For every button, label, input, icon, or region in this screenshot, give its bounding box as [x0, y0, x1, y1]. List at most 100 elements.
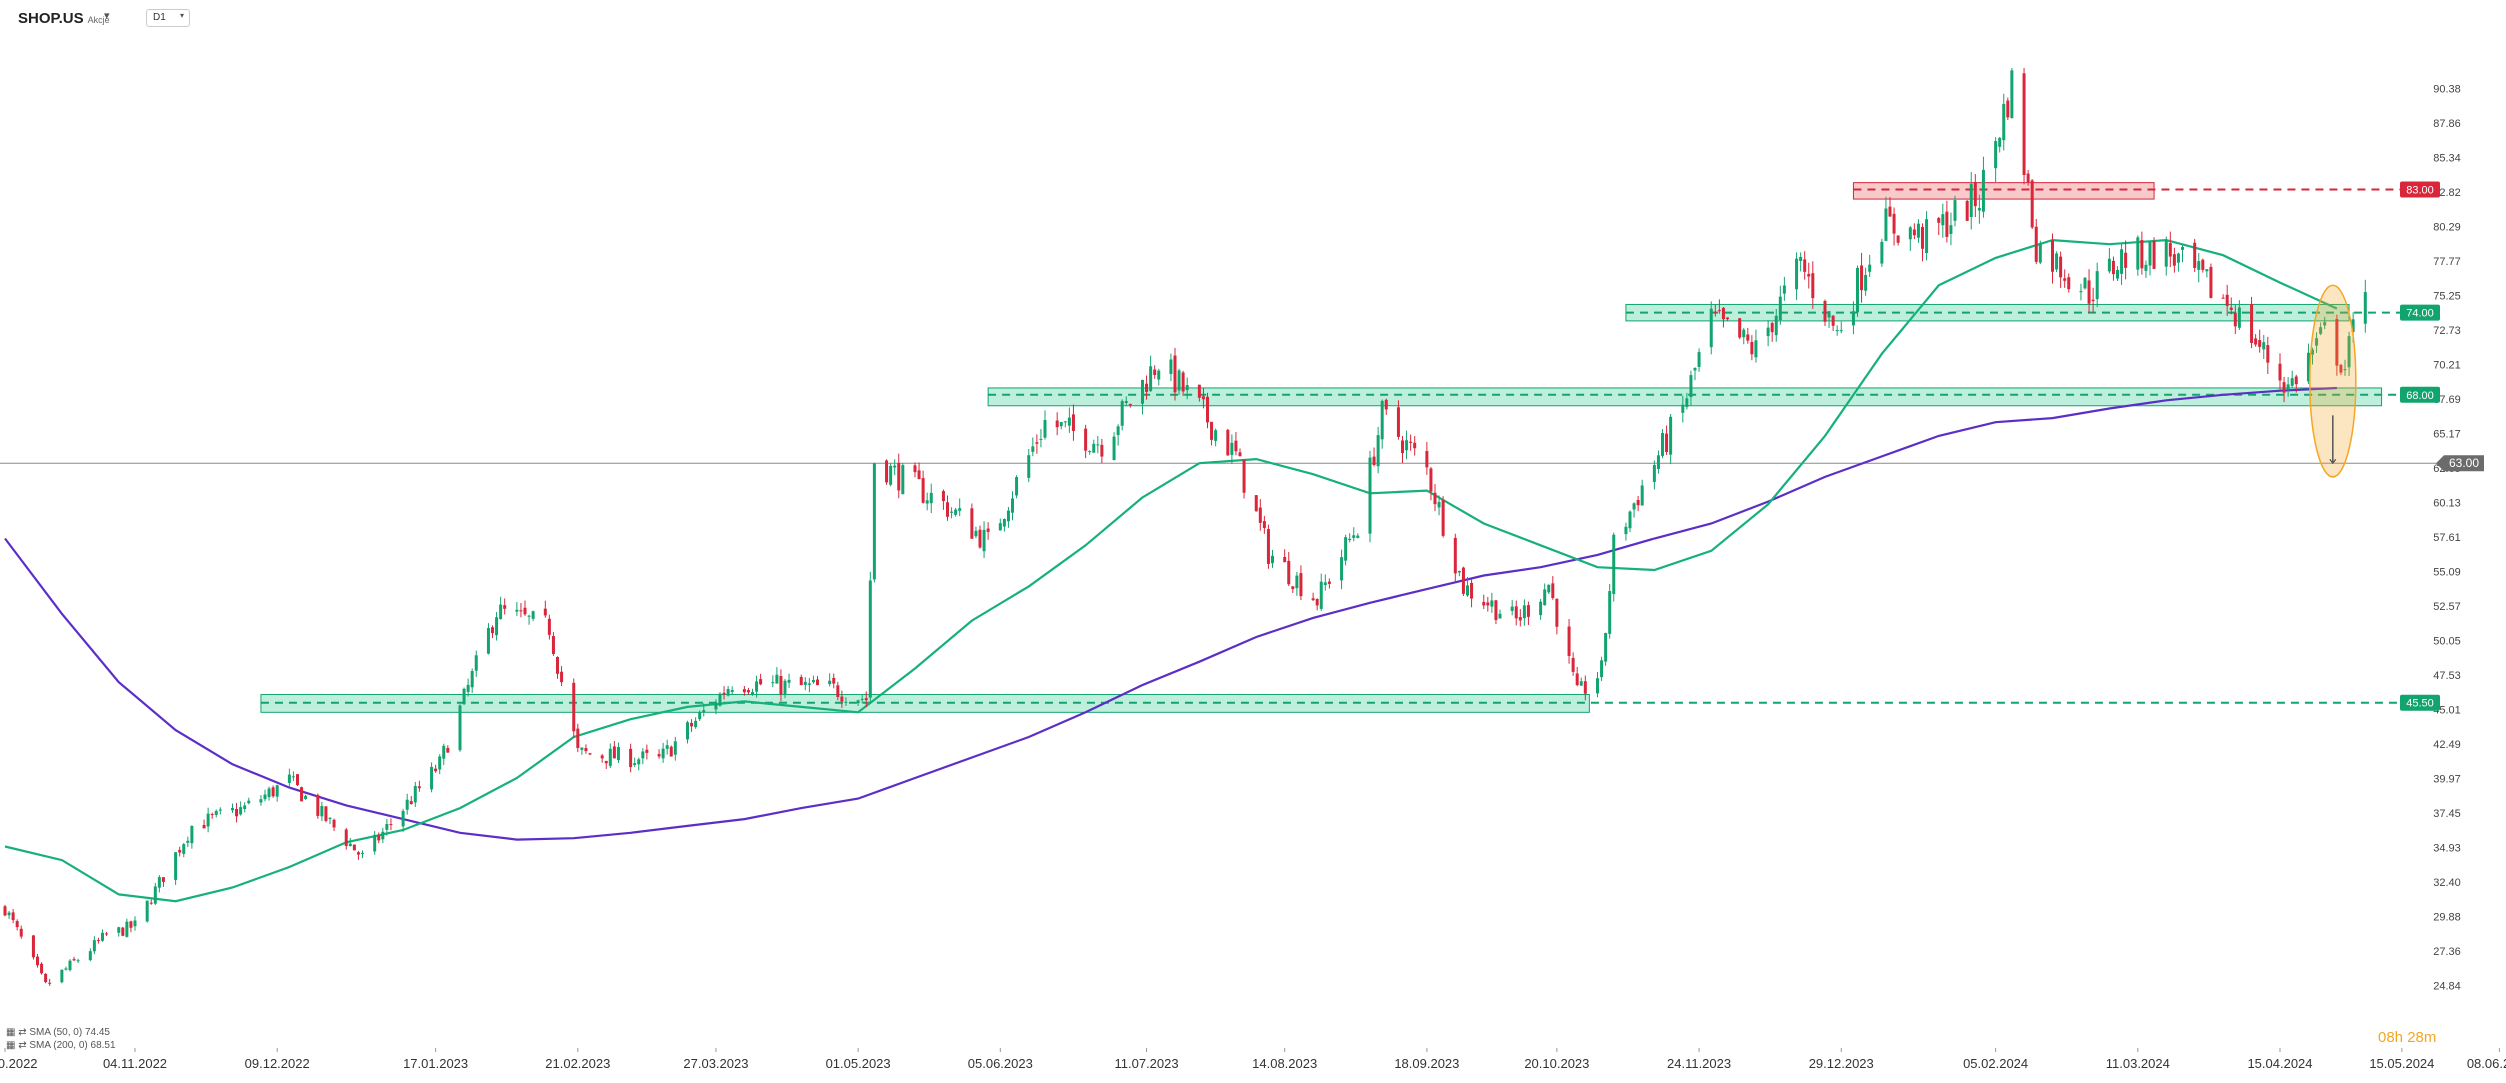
candle-body[interactable] [917, 470, 921, 480]
candle-body[interactable] [1543, 589, 1547, 606]
candle-body[interactable] [547, 618, 551, 635]
candle-body[interactable] [941, 491, 945, 502]
candle-body[interactable] [897, 462, 901, 491]
candle-body[interactable] [2002, 103, 2006, 141]
candle-body[interactable] [1453, 537, 1457, 574]
candle-body[interactable] [1636, 499, 1640, 506]
candle-body[interactable] [48, 982, 52, 984]
candle-body[interactable] [1624, 526, 1628, 535]
candle-body[interactable] [2315, 338, 2319, 346]
candle-body[interactable] [1681, 404, 1685, 413]
candle-body[interactable] [2010, 70, 2014, 119]
candle-body[interactable] [474, 655, 478, 671]
candle-body[interactable] [1746, 334, 1750, 341]
candle-body[interactable] [2262, 342, 2266, 350]
symbol-dropdown-chevron-icon[interactable]: ▾ [104, 10, 110, 22]
candle-body[interactable] [214, 810, 218, 815]
candle-body[interactable] [1344, 537, 1348, 561]
candle-body[interactable] [2335, 319, 2339, 366]
candle-body[interactable] [2294, 376, 2298, 385]
candle-body[interactable] [320, 805, 324, 817]
candle-body[interactable] [218, 809, 222, 811]
candle-body[interactable] [1916, 223, 1920, 238]
candle-body[interactable] [64, 968, 68, 970]
candle-body[interactable] [1628, 511, 1632, 529]
candle-body[interactable] [775, 674, 779, 684]
candle-body[interactable] [1384, 399, 1388, 410]
candle-body[interactable] [1965, 200, 1969, 221]
candle-body[interactable] [157, 877, 161, 888]
candle-body[interactable] [889, 465, 893, 485]
candle-body[interactable] [259, 799, 263, 803]
candle-body[interactable] [1921, 226, 1924, 249]
candle-body[interactable] [2087, 280, 2091, 304]
candle-body[interactable] [462, 688, 466, 705]
candle-body[interactable] [637, 759, 641, 765]
candle-body[interactable] [1896, 235, 1900, 243]
candle-body[interactable] [60, 969, 64, 983]
candle-body[interactable] [231, 808, 234, 811]
candle-body[interactable] [2124, 252, 2128, 268]
candle-body[interactable] [271, 787, 275, 797]
candle-body[interactable] [1697, 352, 1701, 367]
candle-body[interactable] [1409, 441, 1413, 443]
candle-body[interactable] [1315, 598, 1319, 606]
candle-body[interactable] [206, 813, 210, 827]
candle-body[interactable] [1669, 416, 1673, 455]
candle-body[interactable] [296, 774, 299, 786]
candle-body[interactable] [1912, 229, 1916, 236]
candle-body[interactable] [1006, 510, 1010, 522]
candle-body[interactable] [101, 932, 104, 941]
candle-body[interactable] [1295, 575, 1299, 589]
candle-body[interactable] [1214, 430, 1218, 441]
candle-body[interactable] [714, 703, 718, 710]
candle-body[interactable] [690, 722, 694, 727]
candle-body[interactable] [1027, 455, 1031, 478]
candle-body[interactable] [1429, 468, 1433, 492]
candle-body[interactable] [1494, 600, 1498, 621]
candle-body[interactable] [1738, 318, 1742, 338]
candle-body[interactable] [1860, 265, 1864, 291]
candle-body[interactable] [1880, 241, 1884, 264]
candle-body[interactable] [702, 710, 706, 713]
candle-body[interactable] [2254, 338, 2258, 345]
candle-body[interactable] [2079, 291, 2083, 293]
candle-body[interactable] [661, 748, 665, 759]
candle-body[interactable] [202, 825, 206, 829]
candle-body[interactable] [470, 671, 474, 688]
candle-body[interactable] [1941, 214, 1945, 226]
candle-body[interactable] [2055, 253, 2059, 270]
candle-body[interactable] [844, 701, 848, 703]
candle-body[interactable] [921, 478, 925, 503]
candle-body[interactable] [584, 748, 588, 752]
candle-body[interactable] [1096, 444, 1100, 446]
candle-body[interactable] [2343, 369, 2347, 371]
candle-body[interactable] [560, 671, 564, 683]
candle-body[interactable] [2258, 340, 2262, 347]
candle-body[interactable] [1571, 657, 1575, 672]
candle-body[interactable] [1925, 219, 1929, 253]
candle-body[interactable] [588, 753, 592, 755]
candle-body[interactable] [2229, 307, 2233, 310]
candle-body[interactable] [1055, 420, 1059, 428]
candle-body[interactable] [2209, 266, 2213, 298]
candle-body[interactable] [1340, 557, 1344, 581]
highlight-ellipse[interactable] [2309, 284, 2357, 478]
candle-body[interactable] [31, 935, 35, 958]
candle-body[interactable] [1864, 275, 1868, 291]
candle-body[interactable] [381, 831, 385, 840]
candle-body[interactable] [92, 940, 96, 952]
candle-body[interactable] [1226, 429, 1230, 456]
candle-body[interactable] [803, 681, 807, 685]
candle-body[interactable] [1230, 442, 1234, 455]
candle-body[interactable] [1071, 414, 1075, 431]
candle-body[interactable] [1457, 570, 1461, 573]
candle-body[interactable] [2205, 269, 2209, 272]
candle-body[interactable] [1750, 341, 1754, 355]
candle-body[interactable] [1994, 141, 1998, 169]
candle-body[interactable] [2201, 259, 2205, 270]
candle-body[interactable] [96, 940, 100, 942]
candle-body[interactable] [1299, 573, 1303, 597]
candle-body[interactable] [746, 690, 750, 693]
